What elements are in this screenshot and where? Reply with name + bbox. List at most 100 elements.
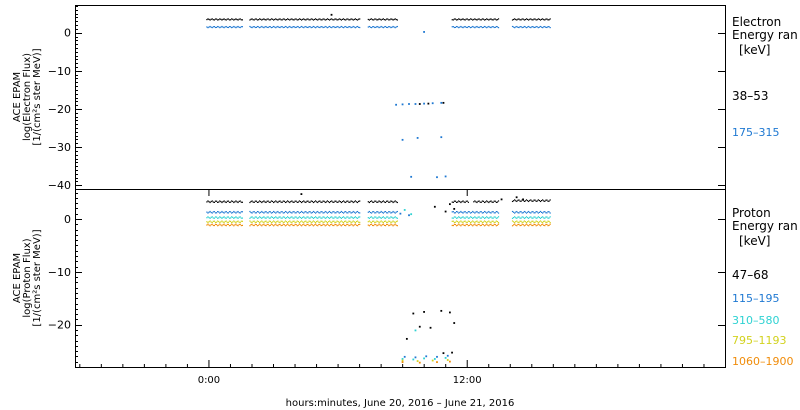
electron-data-point xyxy=(351,26,353,28)
proton-data-point xyxy=(346,212,348,214)
proton-data-point xyxy=(369,200,372,203)
proton-data-point xyxy=(275,216,277,218)
electron-data-point xyxy=(466,18,468,20)
proton-data-point xyxy=(350,223,352,225)
proton-data-point xyxy=(213,224,216,227)
proton-data-point xyxy=(299,200,302,203)
proton-data-point xyxy=(480,224,482,227)
proton-series-3 xyxy=(206,209,551,361)
proton-data-point xyxy=(396,201,398,204)
proton-data-point xyxy=(354,221,357,224)
electron-data-point xyxy=(223,27,225,29)
proton-data-point xyxy=(358,223,360,226)
proton-data-point xyxy=(352,210,354,213)
electron-data-point xyxy=(237,19,239,21)
electron-data-point xyxy=(493,26,495,29)
proton-data-point xyxy=(335,212,337,214)
electron-data-point xyxy=(221,25,223,28)
proton-data-point xyxy=(473,211,475,213)
proton-data-point xyxy=(298,221,301,224)
proton-data-point xyxy=(268,217,270,219)
electron-data-point xyxy=(480,19,482,21)
proton-data-point xyxy=(299,216,302,219)
proton-data-point xyxy=(462,216,464,218)
proton-data-point xyxy=(303,223,305,225)
electron-data-point xyxy=(311,26,313,28)
electron-data-point xyxy=(454,18,457,20)
electron-data-point xyxy=(401,103,404,106)
proton-data-point xyxy=(516,220,518,222)
electron-data-point xyxy=(495,25,497,28)
electron-data-point xyxy=(302,26,304,28)
proton-data-point xyxy=(489,200,491,203)
proton-data-point xyxy=(444,356,447,359)
proton-data-point xyxy=(526,224,529,226)
electron-data-point xyxy=(328,25,331,28)
electron-data-point xyxy=(383,19,386,21)
proton-data-point xyxy=(518,216,520,218)
electron-data-point xyxy=(395,26,397,28)
proton-data-point xyxy=(546,223,548,226)
proton-data-point xyxy=(468,211,471,213)
electron-data-point xyxy=(518,18,520,20)
proton-data-point xyxy=(348,217,350,219)
electron-data-point xyxy=(461,18,463,20)
proton-data-point xyxy=(461,216,463,219)
proton-data-point xyxy=(251,221,253,224)
electron-data-point xyxy=(368,19,370,21)
proton-data-point xyxy=(386,223,388,226)
proton-data-point xyxy=(252,217,254,219)
proton-data-point xyxy=(354,212,357,214)
proton-data-point xyxy=(257,217,260,219)
electron-data-point xyxy=(369,26,372,28)
proton-data-point xyxy=(240,224,242,227)
proton-data-point xyxy=(359,223,361,225)
electron-data-point xyxy=(423,31,425,33)
proton-data-point xyxy=(295,200,297,202)
proton-data-point xyxy=(259,216,261,218)
proton-data-point xyxy=(396,220,398,222)
proton-data-point xyxy=(298,216,301,218)
proton-data-point xyxy=(278,200,280,202)
proton-data-point xyxy=(391,221,393,223)
electron-data-point xyxy=(274,26,276,28)
proton-data-point xyxy=(256,225,259,227)
proton-data-point xyxy=(532,224,534,227)
proton-data-point xyxy=(294,221,296,224)
electron-data-point xyxy=(352,19,354,21)
proton-data-point xyxy=(300,225,303,227)
proton-data-point xyxy=(335,216,337,218)
proton-data-point xyxy=(474,221,476,224)
proton-data-point xyxy=(280,224,282,227)
electron-data-point xyxy=(390,26,392,29)
proton-data-point xyxy=(322,221,324,224)
proton-data-point xyxy=(512,200,515,202)
electron-data-point xyxy=(477,26,479,28)
electron-data-point xyxy=(494,18,496,20)
electron-data-point xyxy=(257,26,260,28)
proton-data-point xyxy=(349,211,351,213)
proton-data-point xyxy=(531,224,533,227)
proton-data-point xyxy=(311,224,313,226)
proton-data-point xyxy=(273,225,275,227)
electron-data-point xyxy=(319,26,321,29)
proton-data-point xyxy=(317,210,319,213)
proton-data-point xyxy=(475,211,477,213)
proton-data-point xyxy=(276,224,278,226)
proton-data-point xyxy=(461,211,463,213)
proton-data-point xyxy=(328,225,331,227)
proton-data-point xyxy=(372,211,374,213)
electron-legend: Electron Energy ran [keV] 38–53 175–315 xyxy=(732,15,798,139)
proton-data-point xyxy=(270,221,273,224)
proton-data-point xyxy=(213,217,216,219)
proton-data-point xyxy=(229,217,232,219)
proton-data-point xyxy=(234,201,236,203)
electron-data-point xyxy=(486,27,488,29)
proton-data-point xyxy=(210,216,212,218)
proton-data-point xyxy=(526,217,529,219)
electron-data-point xyxy=(451,26,453,28)
electron-data-point xyxy=(335,26,337,29)
proton-data-point xyxy=(220,224,222,226)
electron-data-point xyxy=(536,26,538,28)
proton-data-point xyxy=(239,221,241,224)
